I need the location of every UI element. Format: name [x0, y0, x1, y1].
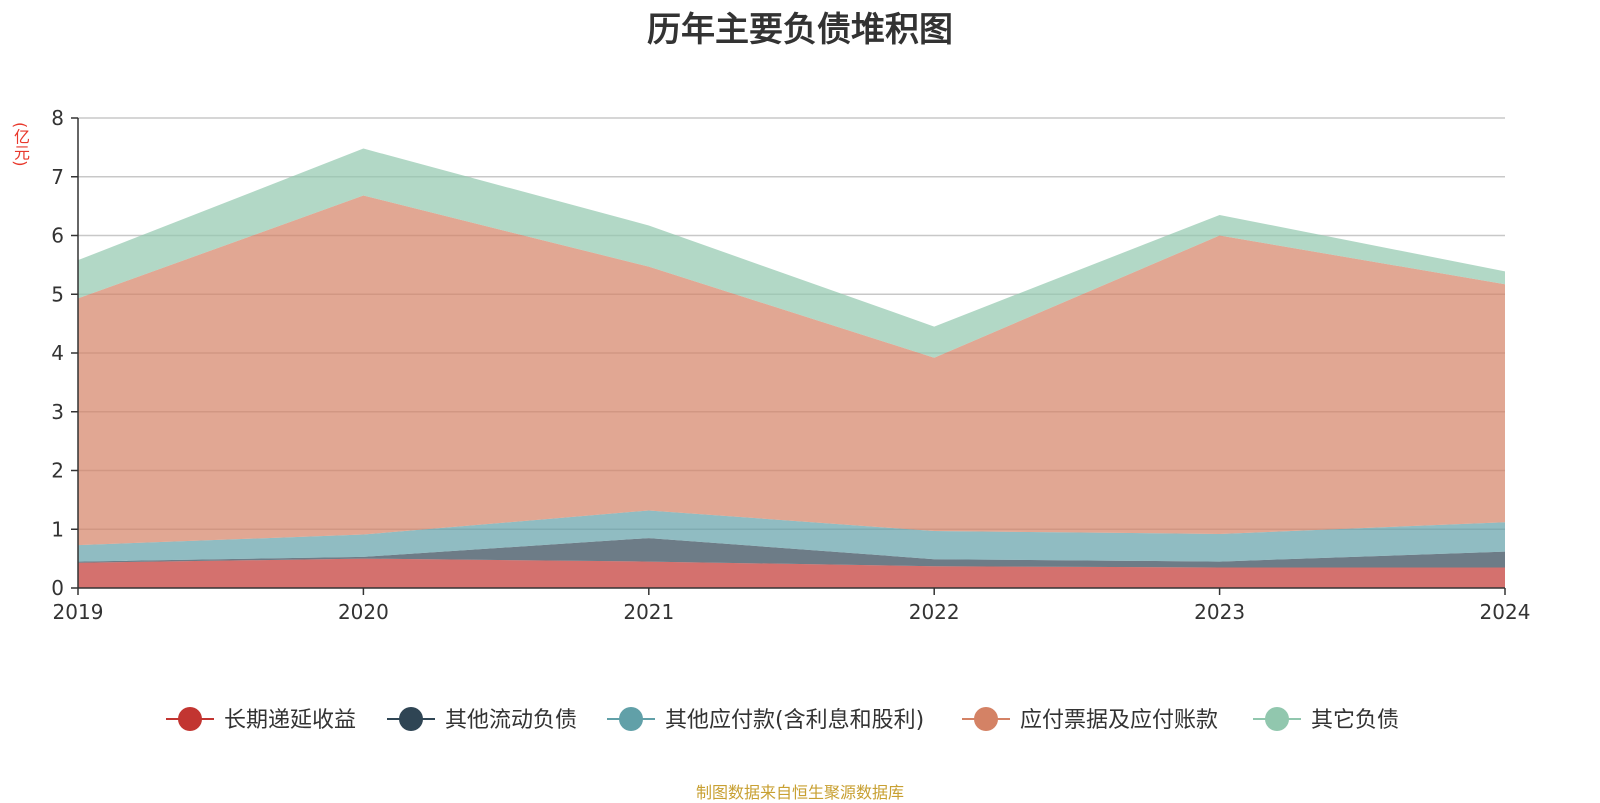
area-series-2[interactable]	[78, 510, 1505, 562]
legend-item-0[interactable]: 长期递延收益	[166, 707, 356, 733]
y-tick-label: 4	[51, 341, 64, 365]
legend-label: 其他应付款(含利息和股利)	[665, 708, 924, 733]
y-tick-label: 7	[51, 165, 64, 189]
x-tick-label: 2021	[623, 600, 674, 624]
y-axis-unit-label: (亿元)	[11, 122, 30, 167]
area-series-4[interactable]	[78, 148, 1505, 358]
legend-marker	[974, 707, 998, 731]
y-tick-label: 3	[51, 400, 64, 424]
source-note: 制图数据来自恒生聚源数据库	[695, 783, 904, 802]
area-series-0[interactable]	[78, 558, 1505, 588]
legend-item-2[interactable]: 其他应付款(含利息和股利)	[607, 707, 924, 733]
legend-label: 其他流动负债	[445, 708, 577, 733]
axes: 0 1 2 3 4 5 6 7 8 2019 2020 2021 2022 2023 2024	[51, 106, 1530, 624]
legend-marker	[1265, 707, 1289, 731]
legend-item-1[interactable]: 其他流动负债	[387, 707, 577, 733]
y-tick-label: 6	[51, 224, 64, 248]
area-series-3[interactable]	[78, 195, 1505, 546]
legend-label: 应付票据及应付账款	[1020, 708, 1218, 733]
chart-title: 历年主要负债堆积图	[647, 10, 953, 50]
x-tick-label: 2020	[338, 600, 389, 624]
x-tick-label: 2023	[1194, 600, 1245, 624]
area-series	[78, 148, 1505, 588]
x-tick-label: 2022	[909, 600, 960, 624]
x-tick-label: 2024	[1480, 600, 1531, 624]
area-series-1[interactable]	[78, 538, 1505, 568]
legend-label: 长期递延收益	[224, 708, 356, 733]
y-tick-label: 5	[51, 282, 64, 306]
y-tick-label: 2	[51, 459, 64, 483]
legend-label: 其它负债	[1311, 708, 1399, 733]
x-tick-label: 2019	[53, 600, 104, 624]
legend-marker	[178, 707, 202, 731]
legend-item-3[interactable]: 应付票据及应付账款	[962, 707, 1218, 733]
legend-item-4[interactable]: 其它负债	[1253, 707, 1399, 733]
legend-marker	[399, 707, 423, 731]
legend[interactable]: 长期递延收益 其他流动负债 其他应付款(含利息和股利) 应付票据及应付账款 其它负债	[166, 707, 1399, 733]
legend-marker	[619, 707, 643, 731]
y-tick-label: 8	[51, 106, 64, 130]
y-tick-label: 0	[51, 576, 64, 600]
y-tick-label: 1	[51, 517, 64, 541]
